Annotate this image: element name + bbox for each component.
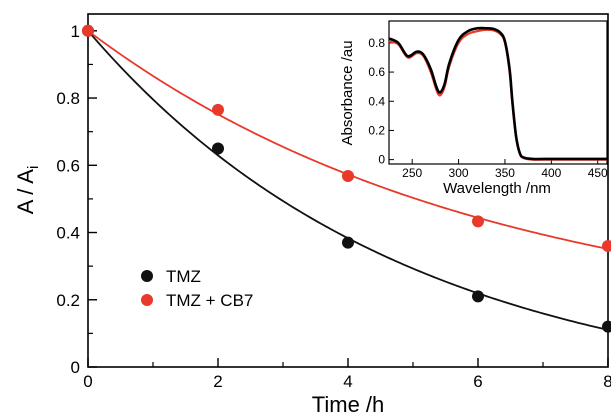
data-point-series-0: [342, 236, 354, 249]
data-point-series-1: [342, 170, 354, 183]
inset-y-tick-label: 0.2: [368, 123, 385, 137]
legend-label-tmz-cb7: TMZ + CB7: [166, 291, 253, 310]
x-tick-label: 6: [473, 372, 482, 391]
legend-marker-tmz-cb7: [141, 294, 153, 306]
data-point-series-1: [82, 24, 94, 37]
y-axis-title: A / Ai: [13, 166, 42, 215]
main-axis-ticks: 0 2 4 6 8 0 0.2 0.4 0.6 0.8 1: [56, 22, 611, 391]
inset-y-tick-label: 0.6: [368, 65, 385, 79]
y-tick-label: 0.8: [56, 89, 80, 108]
inset-y-tick-label: 0.8: [368, 36, 385, 50]
y-tick-label: 0.6: [56, 156, 80, 175]
y-tick-label: 0: [71, 358, 80, 377]
data-point-series-1: [472, 215, 484, 228]
y-tick-label: 1: [71, 22, 80, 41]
x-tick-label: 2: [213, 372, 222, 391]
data-point-series-0: [212, 142, 224, 155]
legend: TMZ TMZ + CB7: [141, 267, 253, 310]
x-tick-label: 0: [83, 372, 92, 391]
legend-marker-tmz: [141, 270, 153, 282]
data-point-series-1: [212, 103, 224, 116]
inset-x-tick-label: 250: [402, 166, 422, 180]
inset-plot-frame: [388, 20, 608, 165]
x-tick-label: 8: [603, 372, 611, 391]
x-axis-title: Time /h: [312, 392, 385, 417]
inset-y-axis-title: Absorbance /au: [339, 40, 356, 145]
y-tick-label: 0.2: [56, 291, 80, 310]
main-data-points: [82, 24, 611, 333]
y-tick-label: 0.4: [56, 224, 80, 243]
inset-background: [385, 20, 607, 164]
x-tick-label: 4: [343, 372, 352, 391]
inset-chart: 250 300 350 400 450 0 0.2 0.4 0.6 0.8 Wavelength …: [339, 20, 608, 197]
y-axis-title-subscript: i: [25, 166, 42, 169]
inset-x-tick-label: 350: [495, 166, 515, 180]
inset-axis-ticks: 250 300 350 400 450 0 0.2 0.4 0.6 0.8: [368, 36, 608, 180]
y-axis-title-main: A / A: [13, 169, 38, 215]
inset-spectrum-series-1: [388, 26, 607, 161]
legend-label-tmz: TMZ: [166, 267, 201, 286]
data-point-series-0: [472, 290, 484, 303]
inset-x-tick-label: 400: [541, 166, 561, 180]
inset-x-axis-title: Wavelength /nm: [443, 180, 551, 197]
data-point-series-0: [602, 320, 611, 333]
inset-y-tick-label: 0.4: [368, 94, 385, 108]
inset-y-tick-label: 0: [378, 153, 385, 167]
inset-x-tick-label: 450: [588, 166, 608, 180]
inset-x-tick-label: 300: [449, 166, 469, 180]
data-point-series-1: [602, 239, 611, 252]
inset-spectra: [388, 26, 607, 161]
